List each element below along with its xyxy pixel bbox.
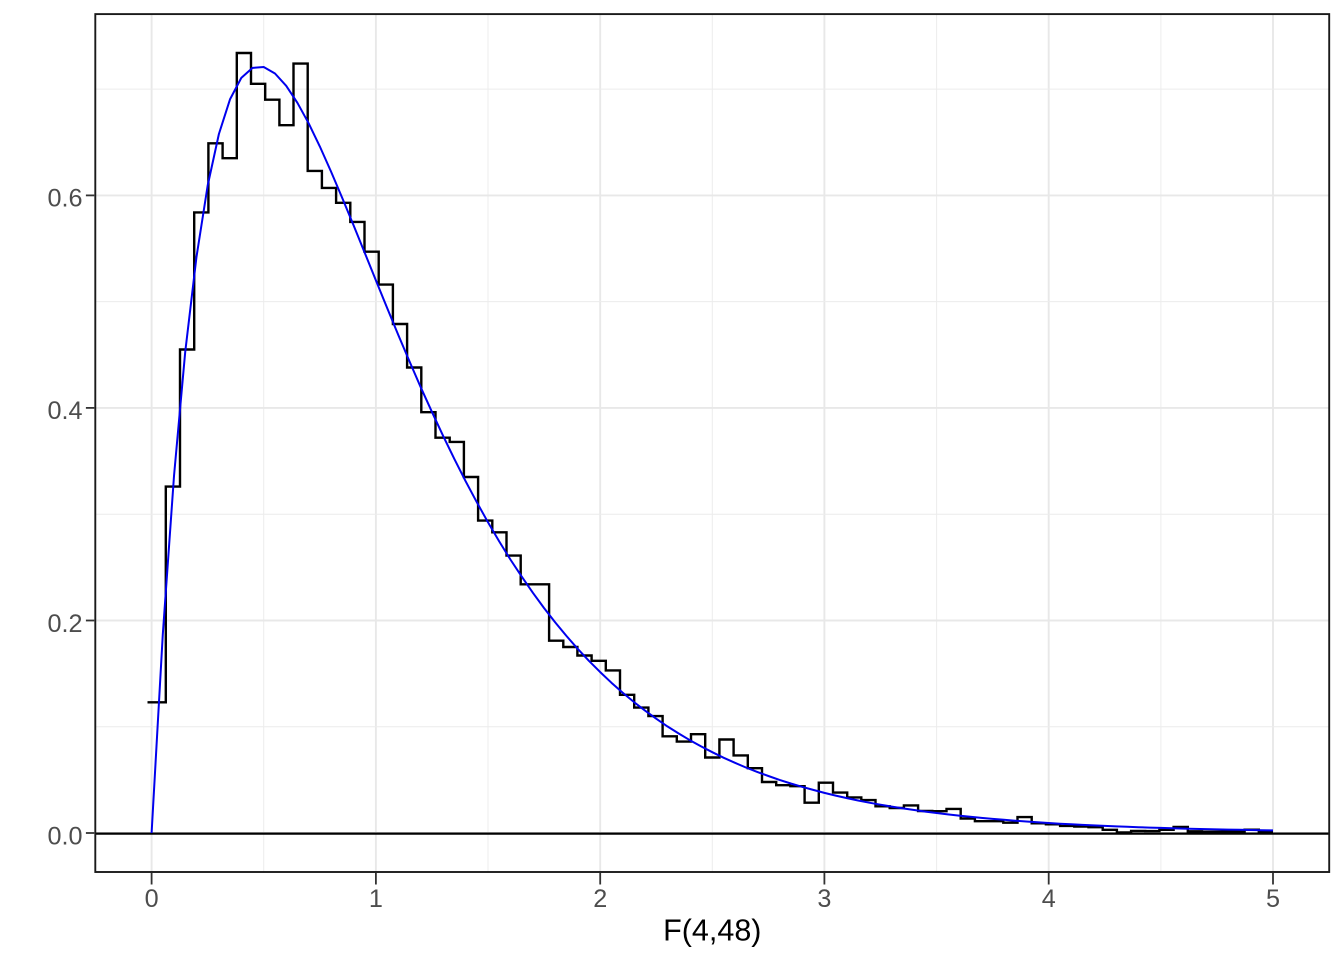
svg-text:2: 2 xyxy=(593,885,607,913)
svg-text:F(4,48): F(4,48) xyxy=(663,913,761,947)
svg-text:3: 3 xyxy=(817,885,831,913)
svg-text:0.4: 0.4 xyxy=(47,397,82,425)
svg-text:0: 0 xyxy=(145,885,159,913)
svg-text:5: 5 xyxy=(1266,885,1280,913)
svg-text:1: 1 xyxy=(369,885,383,913)
svg-text:0.6: 0.6 xyxy=(47,185,82,213)
svg-text:4: 4 xyxy=(1042,885,1056,913)
svg-text:0.0: 0.0 xyxy=(47,822,82,850)
svg-text:0.2: 0.2 xyxy=(47,610,82,638)
